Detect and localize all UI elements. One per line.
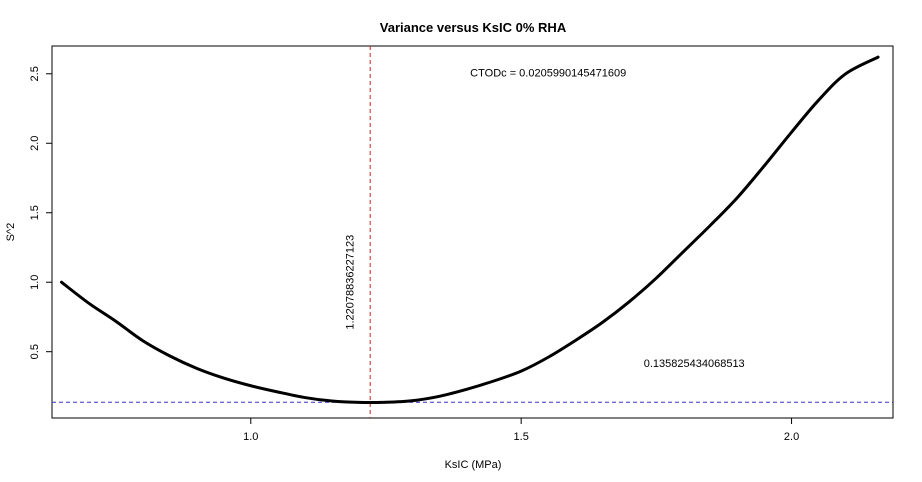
series-layer xyxy=(60,55,880,405)
y-axis: 0.5 1.0 1.5 2.0 2.5 xyxy=(29,66,52,359)
annotations: CTODc = 0.0205990145471609 1.220788362271… xyxy=(345,68,745,370)
variance-curve xyxy=(60,55,880,405)
x-axis-label: KsIC (MPa) xyxy=(445,459,502,471)
y-axis-label: S^2 xyxy=(5,223,17,242)
reference-lines xyxy=(52,46,893,418)
y-tick-label: 2.0 xyxy=(29,136,41,151)
x-axis: 1.0 1.5 2.0 xyxy=(243,418,799,443)
y-tick-label: 2.5 xyxy=(29,66,41,81)
annotation-label: CTODc = 0.0205990145471609 xyxy=(470,68,626,80)
y-tick-label: 0.5 xyxy=(29,344,41,359)
x-tick-label: 1.0 xyxy=(243,431,258,443)
annotation-label: 1.22078836227123 xyxy=(345,235,357,330)
y-tick-label: 1.5 xyxy=(29,205,41,220)
plot-frame xyxy=(51,45,894,419)
chart-title: Variance versus KsIC 0% RHA xyxy=(380,20,567,35)
y-tick-label: 1.0 xyxy=(29,275,41,290)
annotation-label: 0.135825434068513 xyxy=(644,358,745,370)
x-tick-label: 2.0 xyxy=(784,431,799,443)
x-tick-label: 1.5 xyxy=(514,431,529,443)
